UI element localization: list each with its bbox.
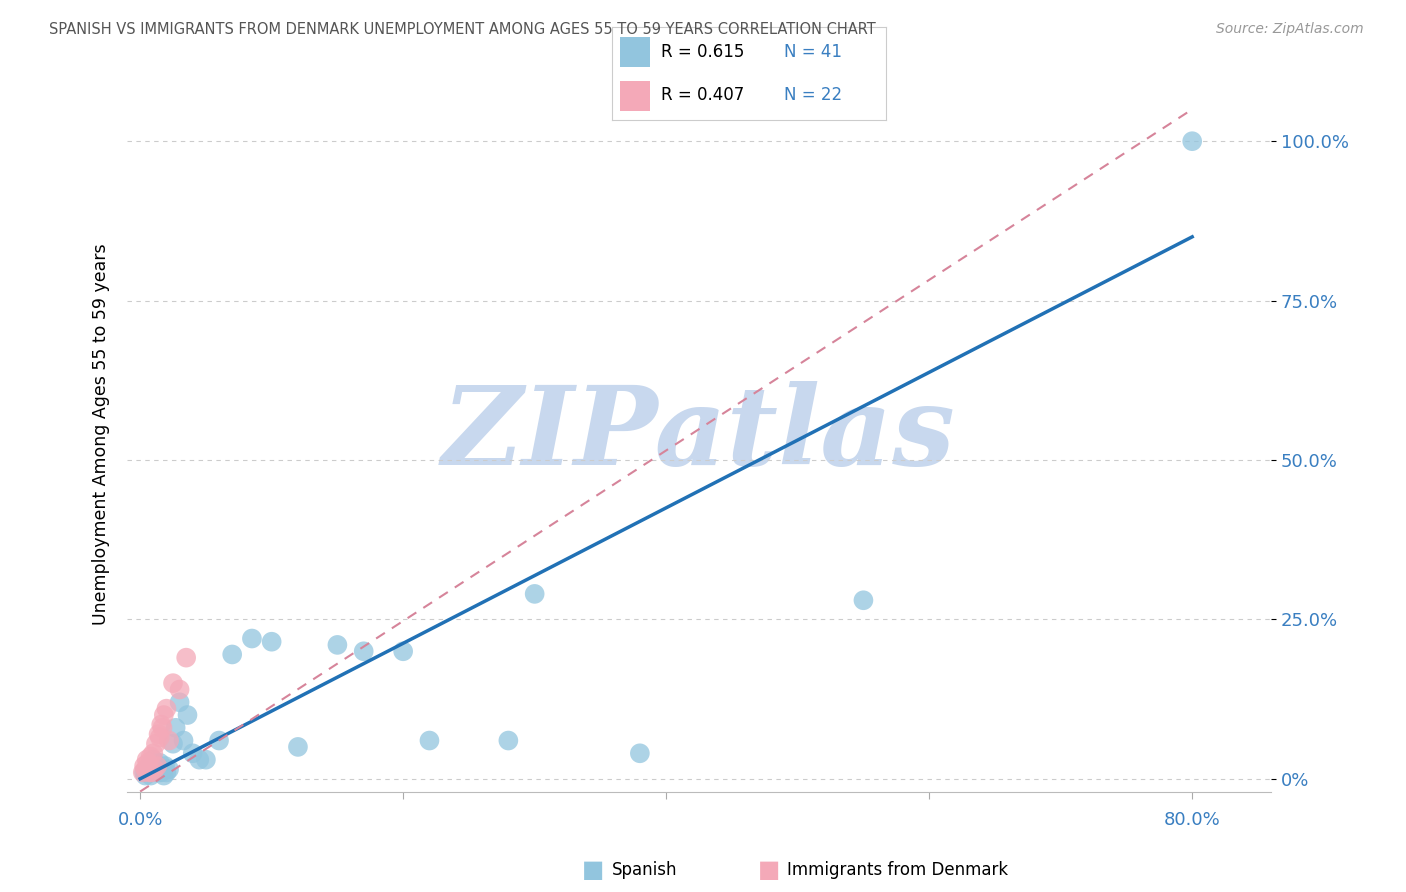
Point [143,762,166,776]
Text: R = 0.407: R = 0.407 [661,87,744,104]
Point [353,644,375,658]
Point [628,746,651,760]
Text: ■: ■ [582,858,605,881]
Point [139,769,162,783]
Point [157,762,180,776]
Point [135,762,157,776]
Point [141,765,163,780]
Text: Spanish: Spanish [612,861,678,879]
Point [181,746,204,760]
Point [149,756,172,770]
FancyBboxPatch shape [620,81,650,111]
Point [326,638,349,652]
Point [153,759,176,773]
Point [148,727,170,741]
Point [136,765,159,780]
Point [143,762,166,776]
Point [152,762,174,776]
Point [146,759,169,773]
Text: Source: ZipAtlas.com: Source: ZipAtlas.com [1216,22,1364,37]
Point [150,717,173,731]
Point [149,731,172,745]
Point [852,593,875,607]
Text: R = 0.615: R = 0.615 [661,43,744,61]
Point [135,753,157,767]
Point [208,733,231,747]
Point [139,749,162,764]
Text: 0.0%: 0.0% [118,811,163,829]
Point [418,733,440,747]
Point [221,648,243,662]
Point [142,746,165,760]
Text: N = 41: N = 41 [785,43,842,61]
Text: ■: ■ [758,858,780,881]
Point [194,753,217,767]
Point [260,634,283,648]
Point [134,769,156,783]
Point [153,708,176,723]
Point [132,765,155,780]
Text: ZIPatlas: ZIPatlas [441,381,956,488]
Point [153,769,176,783]
FancyBboxPatch shape [620,37,650,67]
Point [141,765,163,780]
Point [132,759,155,773]
Point [150,765,173,780]
Point [287,739,309,754]
Point [176,708,198,723]
Point [134,762,156,776]
Text: N = 22: N = 22 [785,87,842,104]
Point [165,721,187,735]
Point [162,737,184,751]
Text: 80.0%: 80.0% [1164,811,1220,829]
Point [145,765,167,780]
Point [138,765,160,780]
Point [148,765,170,780]
Point [173,733,195,747]
Text: Immigrants from Denmark: Immigrants from Denmark [787,861,1008,879]
Point [498,733,520,747]
Text: SPANISH VS IMMIGRANTS FROM DENMARK UNEMPLOYMENT AMONG AGES 55 TO 59 YEARS CORREL: SPANISH VS IMMIGRANTS FROM DENMARK UNEMP… [49,22,876,37]
Point [146,759,169,773]
Point [145,737,167,751]
Point [392,644,415,658]
Point [132,765,155,780]
Point [169,682,191,697]
Point [136,756,159,770]
Point [1181,134,1204,148]
Point [152,721,174,735]
Point [240,632,263,646]
Point [157,733,180,747]
Point [523,587,546,601]
Point [155,701,177,715]
Point [155,765,177,780]
Point [174,650,197,665]
Point [138,759,160,773]
Y-axis label: Unemployment Among Ages 55 to 59 years: Unemployment Among Ages 55 to 59 years [93,244,110,625]
Point [169,695,191,709]
Point [188,753,211,767]
Point [162,676,184,690]
Point [142,753,165,767]
